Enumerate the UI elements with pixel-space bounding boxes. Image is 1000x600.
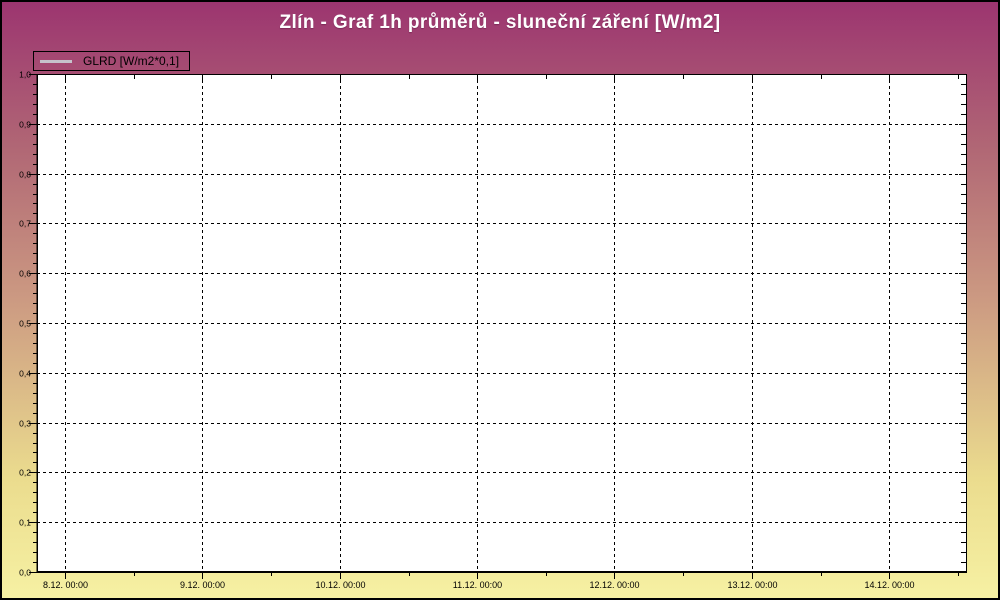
x-axis-label: 8.12. 00:00 bbox=[43, 580, 88, 590]
x-axis-label: 13.12. 00:00 bbox=[727, 580, 777, 590]
y-axis-label: 0,6 bbox=[19, 269, 31, 279]
page-title: Zlín - Graf 1h průměrů - sluneční záření… bbox=[279, 12, 721, 33]
x-axis-label: 14.12. 00:00 bbox=[864, 580, 914, 590]
y-axis-label: 0,3 bbox=[19, 419, 31, 429]
y-axis-label: 0,5 bbox=[19, 319, 31, 329]
x-axis-label: 11.12. 00:00 bbox=[453, 580, 502, 590]
x-axis-label: 10.12. 00:00 bbox=[315, 580, 365, 590]
y-axis-label: 0,9 bbox=[19, 120, 31, 130]
legend-line-sample bbox=[40, 59, 72, 63]
y-axis-label: 0,4 bbox=[19, 369, 31, 379]
legend-series-label: GLRD [W/m2*0,1] bbox=[83, 54, 180, 68]
x-axis-label: 9.12. 00:00 bbox=[180, 580, 225, 590]
y-axis-label: 0,7 bbox=[19, 219, 31, 229]
x-axis-label: 12.12. 00:00 bbox=[589, 580, 639, 590]
y-axis-label: 1,0 bbox=[19, 70, 31, 80]
y-axis-label: 0,2 bbox=[19, 468, 31, 478]
y-axis-label: 0,1 bbox=[19, 518, 31, 528]
y-axis-label: 0,0 bbox=[19, 568, 31, 578]
legend: GLRD [W/m2*0,1] bbox=[33, 51, 191, 71]
y-axis-label: 0,8 bbox=[19, 170, 31, 180]
